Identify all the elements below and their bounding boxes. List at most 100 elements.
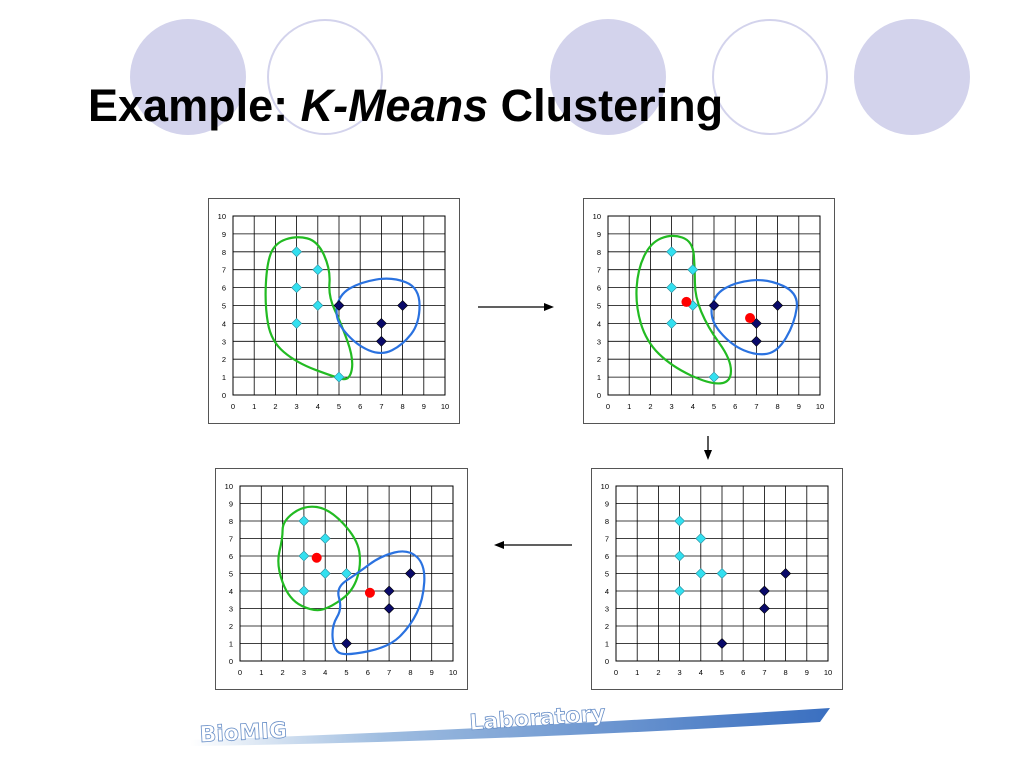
- chart-step-3: 0 1 2 3 4 5 6 7 8 9 10 0 1 2 3 4 5 6 7 8 9 10: [591, 468, 843, 690]
- data-point-cluster-b: [750, 335, 762, 347]
- data-point-cluster-a: [291, 317, 303, 329]
- x-tick-label: 0: [231, 402, 235, 411]
- y-tick-label: 4: [229, 587, 233, 596]
- data-point-cluster-b: [333, 300, 345, 311]
- chart-step-1: 0 1 2 3 4 5 6 7 8 9 10 0 1 2 3 4 5 6 7 8 9 10: [208, 198, 460, 424]
- y-tick-label: 6: [605, 552, 609, 561]
- x-tick-label: 5: [337, 402, 341, 411]
- y-tick-label: 10: [218, 212, 226, 221]
- x-tick-label: 0: [606, 402, 610, 411]
- decorative-ring: [712, 19, 828, 135]
- y-tick-label: 7: [597, 266, 601, 275]
- chart-step-4: 0 1 2 3 4 5 6 7 8 9 10 0 1 2 3 4 5 6 7 8 9 10: [215, 468, 468, 690]
- slide-title: Example: K-Means Clustering: [88, 80, 723, 132]
- x-tick-label: 8: [776, 402, 780, 411]
- data-point-cluster-b: [375, 317, 387, 329]
- x-tick-label: 10: [449, 668, 457, 677]
- y-tick-label: 8: [597, 248, 601, 257]
- y-tick-label: 5: [229, 570, 233, 579]
- data-point-cluster-a: [291, 282, 303, 294]
- arrow-left-icon: [494, 541, 572, 549]
- y-tick-label: 2: [597, 355, 601, 364]
- x-tick-label: 1: [259, 668, 263, 677]
- data-point-cluster-a: [708, 371, 720, 383]
- y-tick-label: 7: [229, 535, 233, 544]
- data-point-cluster-b: [341, 638, 352, 649]
- y-tick-label: 1: [605, 640, 609, 649]
- x-tick-label: 1: [627, 402, 631, 411]
- x-tick-label: 5: [720, 668, 724, 677]
- y-tick-label: 4: [605, 587, 609, 596]
- y-tick-label: 10: [601, 482, 609, 491]
- x-tick-label: 8: [784, 668, 788, 677]
- y-tick-label: 2: [605, 622, 609, 631]
- y-tick-label: 3: [222, 337, 226, 346]
- y-tick-label: 5: [597, 302, 601, 311]
- y-tick-label: 3: [605, 605, 609, 614]
- y-tick-label: 1: [222, 373, 226, 382]
- data-point-cluster-b: [758, 585, 770, 597]
- x-tick-label: 2: [281, 668, 285, 677]
- y-tick-label: 10: [593, 212, 601, 221]
- x-tick-label: 0: [238, 668, 242, 677]
- decorative-ring: [267, 19, 383, 135]
- x-tick-label: 2: [273, 402, 277, 411]
- x-tick-label: 7: [762, 668, 766, 677]
- y-tick-label: 6: [597, 284, 601, 293]
- centroid-point: [364, 587, 375, 598]
- centroid-point: [311, 552, 322, 563]
- data-point-cluster-a: [666, 317, 678, 329]
- x-tick-label: 0: [614, 668, 618, 677]
- biomig-logo: BioMIG Laboratory: [190, 701, 830, 748]
- x-tick-label: 4: [323, 668, 327, 677]
- decorative-circle: [854, 19, 970, 135]
- data-point-cluster-a: [687, 264, 699, 276]
- x-tick-label: 6: [733, 402, 737, 411]
- data-point-cluster-b: [375, 335, 387, 347]
- x-tick-label: 10: [816, 402, 824, 411]
- x-tick-label: 2: [648, 402, 652, 411]
- data-point-cluster-a: [298, 550, 310, 562]
- y-tick-label: 1: [229, 640, 233, 649]
- data-point-cluster-a: [674, 550, 686, 562]
- data-point-cluster-a: [312, 264, 324, 276]
- y-tick-label: 2: [229, 622, 233, 631]
- x-tick-label: 9: [430, 668, 434, 677]
- y-tick-label: 6: [222, 284, 226, 293]
- data-point-cluster-a: [319, 568, 331, 579]
- y-tick-label: 8: [222, 248, 226, 257]
- y-tick-label: 0: [222, 391, 226, 400]
- y-tick-label: 10: [225, 482, 233, 491]
- data-point-cluster-a: [333, 371, 345, 383]
- arrow-right-icon: [478, 303, 554, 311]
- x-tick-label: 4: [699, 668, 703, 677]
- data-point-cluster-a: [666, 246, 678, 258]
- y-tick-label: 9: [229, 500, 233, 509]
- data-point-cluster-b: [758, 603, 770, 614]
- data-point-cluster-a: [298, 515, 310, 527]
- data-point-cluster-b: [404, 568, 416, 579]
- centroid-point: [681, 296, 692, 307]
- y-tick-label: 4: [222, 319, 226, 328]
- cluster-outline: [331, 550, 426, 656]
- scatter-plot: 0 1 2 3 4 5 6 7 8 9 10 0 1 2 3 4 5 6 7 8 9 10: [593, 212, 825, 411]
- scatter-plot: 0 1 2 3 4 5 6 7 8 9 10 0 1 2 3 4 5 6 7 8 9 10: [225, 482, 458, 677]
- y-tick-label: 3: [597, 337, 601, 346]
- x-tick-label: 7: [387, 668, 391, 677]
- data-point-cluster-a: [695, 568, 707, 579]
- title-italic: K-Means: [300, 80, 489, 131]
- x-tick-label: 3: [678, 668, 682, 677]
- y-tick-label: 5: [605, 570, 609, 579]
- y-tick-label: 5: [222, 302, 226, 311]
- title-prefix: Example:: [88, 80, 301, 131]
- data-point-cluster-a: [674, 515, 686, 527]
- data-point-cluster-b: [780, 568, 792, 579]
- x-tick-label: 9: [805, 668, 809, 677]
- cluster-outline: [277, 505, 362, 612]
- x-tick-label: 3: [295, 402, 299, 411]
- y-tick-label: 7: [605, 535, 609, 544]
- data-point-cluster-a: [319, 533, 331, 544]
- y-tick-label: 8: [605, 517, 609, 526]
- x-tick-label: 6: [358, 402, 362, 411]
- y-tick-label: 2: [222, 355, 226, 364]
